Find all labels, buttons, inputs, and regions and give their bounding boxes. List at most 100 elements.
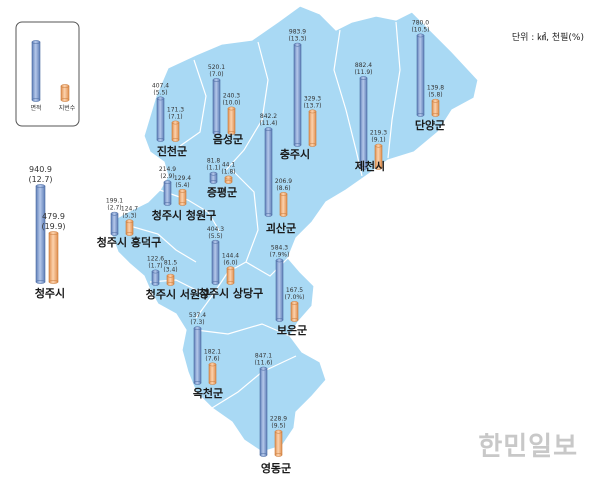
data-label-area-value: 404.3 bbox=[207, 226, 224, 233]
data-label-parcels-value: 182.1 bbox=[204, 348, 221, 355]
data-label-area-pct: (7.3) bbox=[190, 319, 204, 326]
data-label-area-pct: (11.4) bbox=[259, 120, 277, 127]
region-label: 단양군 bbox=[415, 118, 445, 132]
data-label-parcels-value: 139.8 bbox=[427, 85, 444, 92]
data-label-parcels-pct: (6.0) bbox=[223, 259, 237, 266]
data-label-area-value: 780.0 bbox=[412, 19, 429, 26]
data-label-area-value: 407.4 bbox=[152, 82, 169, 89]
data-label-parcels-pct: (19.9) bbox=[41, 222, 65, 231]
data-label-area-pct: (1.1) bbox=[206, 165, 220, 172]
data-label-area-pct: (7.0) bbox=[209, 71, 223, 78]
region-group: 940.9(12.7) 479.9(19.9) 청주시 bbox=[28, 165, 65, 300]
region-group: 780.0(10.5) 139.8(5.8) 단양군 bbox=[411, 19, 445, 132]
data-label-area-pct: (11.6) bbox=[254, 360, 272, 367]
region-group: 214.9(2.9) 129.4(5.4) 청주시 청원구 bbox=[152, 166, 217, 222]
region-group: 407.4(5.5) 171.3(7.1) 진천군 bbox=[152, 82, 187, 158]
data-label-area-pct: (5.5) bbox=[153, 89, 167, 96]
data-label-parcels-pct: (7.1) bbox=[168, 114, 182, 121]
region-group: 882.4(11.9) 219.3(9.1) 제천시 bbox=[354, 62, 387, 173]
data-label-parcels-value: 144.4 bbox=[222, 252, 239, 259]
bar-area bbox=[416, 33, 425, 117]
data-label-area-value: 122.6 bbox=[147, 255, 164, 262]
data-label-parcels-pct: (9.5) bbox=[271, 423, 285, 430]
data-label-parcels-pct: (5.4) bbox=[175, 182, 189, 189]
region-label: 충주시 bbox=[280, 147, 310, 161]
region-label: 청주시 서원구 bbox=[146, 287, 211, 301]
data-label-area-value: 983.9 bbox=[289, 29, 306, 36]
bar-parcels bbox=[431, 98, 440, 117]
data-label-parcels-value: 124.7 bbox=[121, 205, 138, 212]
data-label-area-pct: (1.7) bbox=[148, 262, 162, 269]
data-label-area-pct: (5.5) bbox=[208, 233, 222, 240]
region-label: 청주시 bbox=[35, 286, 65, 300]
bar-area bbox=[193, 326, 202, 385]
region-label: 보은군 bbox=[277, 324, 307, 337]
unit-note: 단위 : ㎢, 천필(%) bbox=[512, 31, 584, 43]
bar-parcels bbox=[227, 106, 236, 135]
data-label-parcels-value: 167.5 bbox=[286, 287, 303, 294]
data-label-area-pct: (2.7) bbox=[107, 205, 121, 212]
data-label-area-pct: (12.7) bbox=[28, 175, 52, 184]
bar-parcels bbox=[48, 231, 59, 284]
bar-area bbox=[275, 258, 284, 322]
region-group: 199.1(2.7) 124.7(5.3) 청주시 흥덕구 bbox=[97, 198, 162, 249]
bar-parcels bbox=[125, 219, 134, 236]
bar-area bbox=[293, 42, 302, 147]
legend-swatch-parcels bbox=[60, 84, 70, 102]
data-label-area-value: 520.1 bbox=[208, 64, 225, 71]
data-label-parcels-value: 206.9 bbox=[275, 178, 292, 185]
bar-parcels bbox=[224, 175, 233, 184]
region-group: 81.8(1.1) 44.1(1.8) 증평군 bbox=[206, 158, 237, 199]
data-label-parcels-pct: (7.0%) bbox=[285, 294, 305, 301]
bar-area bbox=[264, 127, 273, 217]
data-label-area-value: 81.8 bbox=[207, 158, 221, 165]
bar-area bbox=[156, 96, 165, 142]
data-label-parcels-value: 479.9 bbox=[42, 212, 65, 221]
bar-parcels bbox=[226, 266, 235, 285]
region-label: 제천시 bbox=[355, 159, 385, 173]
data-label-parcels-value: 329.3 bbox=[304, 95, 321, 102]
region-label: 청주시 상당구 bbox=[199, 286, 264, 300]
data-label-area-value: 940.9 bbox=[29, 165, 52, 174]
data-label-parcels-value: 171.3 bbox=[167, 107, 184, 114]
data-label-parcels-pct: (13.7) bbox=[303, 102, 321, 109]
bar-parcels bbox=[279, 192, 288, 217]
region-group: 404.3(5.5) 144.4(6.0) 청주시 상당구 bbox=[199, 226, 264, 300]
bar-parcels bbox=[166, 273, 175, 286]
bar-area bbox=[35, 184, 46, 284]
region-label: 청주시 청원구 bbox=[152, 208, 217, 222]
bar-area bbox=[163, 180, 172, 206]
data-label-parcels-pct: (8.6) bbox=[276, 185, 290, 192]
bar-area bbox=[211, 239, 220, 285]
data-label-parcels-pct: (5.3) bbox=[122, 212, 136, 219]
legend-swatch-area bbox=[31, 40, 41, 102]
data-label-parcels-value: 228.9 bbox=[270, 416, 287, 423]
data-label-parcels-value: 44.1 bbox=[222, 162, 236, 169]
data-label-parcels-pct: (10.0) bbox=[222, 99, 240, 106]
region-group: 842.2(11.4) 206.9(8.6) 괴산군 bbox=[259, 113, 296, 235]
data-label-area-value: 584.3 bbox=[271, 244, 288, 251]
data-label-area-value: 214.9 bbox=[159, 166, 176, 173]
watermark: 한민일보 bbox=[478, 432, 578, 462]
data-label-area-value: 199.1 bbox=[106, 198, 123, 205]
data-label-area-value: 842.2 bbox=[260, 113, 277, 120]
data-label-parcels-value: 81.5 bbox=[164, 260, 178, 267]
bar-area bbox=[259, 366, 268, 457]
region-group: 847.1(11.6) 228.9(9.5) 영동군 bbox=[254, 353, 291, 475]
region-group: 537.4(7.3) 182.1(7.6) 옥천군 bbox=[189, 312, 223, 400]
data-label-parcels-pct: (5.8) bbox=[428, 92, 442, 99]
bar-parcels bbox=[171, 120, 180, 142]
bar-parcels bbox=[274, 429, 283, 457]
legend-label-area: 면적 bbox=[30, 104, 41, 112]
legend-label-parcels: 지번수 bbox=[59, 104, 76, 112]
data-label-parcels-pct: (7.6) bbox=[205, 355, 219, 362]
data-label-area-value: 537.4 bbox=[189, 312, 206, 319]
data-label-area-value: 847.1 bbox=[255, 353, 272, 360]
bar-parcels bbox=[208, 362, 217, 385]
region-label: 음성군 bbox=[213, 132, 243, 146]
region-label: 진천군 bbox=[157, 144, 187, 158]
bar-area bbox=[110, 211, 119, 236]
region-label: 괴산군 bbox=[266, 221, 296, 235]
data-label-area-value: 882.4 bbox=[355, 62, 372, 69]
